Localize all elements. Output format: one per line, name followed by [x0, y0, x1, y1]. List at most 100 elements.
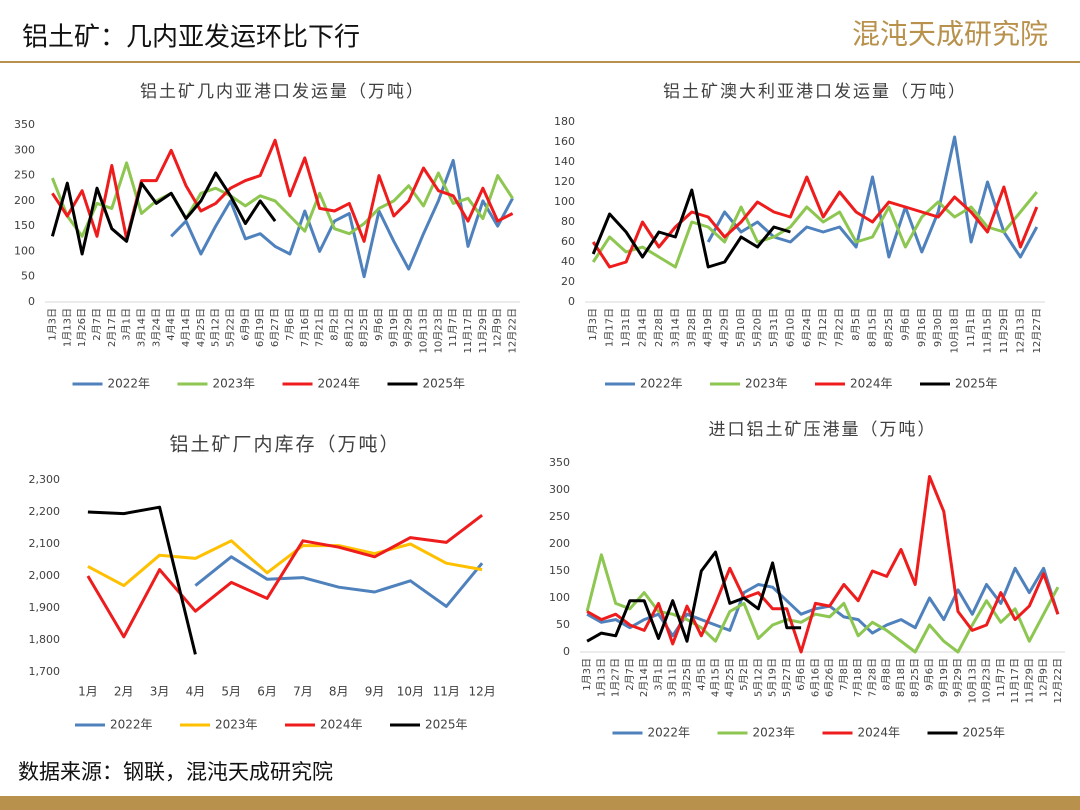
x-tick-label: 12月22日 — [507, 308, 519, 353]
x-tick-label: 11月7日 — [995, 658, 1007, 697]
x-tick-label: 2月 — [114, 685, 134, 699]
y-tick-label: 200 — [14, 194, 35, 207]
x-tick-label: 4月14日 — [180, 308, 192, 347]
x-tick-label: 7月18日 — [852, 658, 864, 697]
x-tick-label: 3月25日 — [681, 658, 693, 697]
x-tick-label: 11月17日 — [1009, 658, 1021, 703]
x-tick-label: 5月22日 — [225, 308, 237, 347]
x-tick-label: 2月28日 — [653, 308, 665, 347]
x-tick-label: 7月22日 — [834, 308, 846, 347]
x-tick-label: 8月 — [329, 685, 349, 699]
chart-title: 铝土矿澳大利亚港口发运量（万吨） — [663, 82, 967, 102]
y-tick-label: 0 — [563, 645, 570, 658]
x-tick-label: 9月29日 — [952, 658, 964, 697]
x-tick-label: 11月29日 — [477, 308, 489, 353]
x-tick-label: 6月9日 — [239, 308, 251, 341]
y-tick-label: 80 — [561, 215, 575, 228]
x-tick-label: 9月 — [365, 685, 385, 699]
x-tick-label: 9月30日 — [932, 308, 944, 347]
x-tick-label: 2月7日 — [624, 658, 636, 691]
series-line — [86, 514, 484, 639]
x-tick-label: 12月9日 — [492, 308, 504, 347]
chart-title: 进口铝土矿压港量（万吨） — [709, 420, 937, 440]
x-tick-label: 5月20日 — [752, 308, 764, 347]
y-tick-label: 200 — [549, 537, 570, 550]
series-line — [706, 135, 1039, 259]
series-line — [194, 555, 484, 608]
y-tick-label: 2,300 — [29, 473, 61, 486]
y-tick-label: 180 — [554, 115, 575, 128]
chart-title: 铝土矿几内亚港口发运量（万吨） — [140, 82, 425, 102]
x-tick-label: 1月26日 — [76, 308, 88, 347]
x-tick-label: 8月25日 — [909, 658, 921, 697]
page-title: 铝土矿：几内亚发运环比下行 — [22, 23, 360, 53]
x-tick-label: 1月 — [78, 685, 98, 699]
x-tick-label: 3月14日 — [669, 308, 681, 347]
x-tick-label: 8月12日 — [343, 308, 355, 347]
x-tick-label: 10月23日 — [432, 308, 444, 353]
legend-label: 2023年 — [745, 377, 788, 391]
legend-label: 2022年 — [108, 377, 151, 391]
x-tick-label: 3月28日 — [686, 308, 698, 347]
y-tick-label: 300 — [549, 483, 570, 496]
y-tick-label: 150 — [14, 219, 35, 232]
x-tick-label: 4月4日 — [165, 308, 177, 341]
x-tick-label: 6月19日 — [254, 308, 266, 347]
y-tick-label: 250 — [549, 510, 570, 523]
x-tick-label: 4月25日 — [724, 658, 736, 697]
legend-label: 2024年 — [320, 718, 363, 732]
y-tick-label: 2,200 — [29, 505, 61, 518]
series-line — [51, 161, 514, 238]
series-line — [586, 550, 802, 643]
y-tick-label: 120 — [554, 175, 575, 188]
x-tick-label: 1月3日 — [46, 308, 58, 341]
x-tick-label: 11月29日 — [1023, 658, 1035, 703]
x-tick-label: 10月18日 — [949, 308, 961, 353]
x-tick-label: 6月6日 — [795, 658, 807, 691]
y-tick-label: 140 — [554, 155, 575, 168]
y-tick-label: 0 — [28, 295, 35, 308]
y-tick-label: 1,800 — [29, 633, 61, 646]
x-tick-label: 3月 — [150, 685, 170, 699]
x-tick-label: 3月1日 — [652, 658, 664, 691]
x-tick-label: 12月13日 — [1014, 308, 1026, 353]
x-tick-label: 7月21日 — [314, 308, 326, 347]
x-tick-label: 7月 — [293, 685, 313, 699]
x-tick-label: 9月6日 — [373, 308, 385, 341]
legend-label: 2022年 — [640, 377, 683, 391]
x-tick-label: 1月13日 — [61, 308, 73, 347]
x-tick-label: 1月3日 — [587, 308, 599, 341]
x-tick-label: 3月11日 — [667, 658, 679, 697]
x-tick-label: 8月15日 — [867, 308, 879, 347]
y-tick-label: 100 — [554, 195, 575, 208]
x-tick-label: 11月1日 — [965, 308, 977, 347]
legend-label: 2024年 — [850, 377, 893, 391]
x-tick-label: 10月13日 — [966, 658, 978, 703]
legend-label: 2022年 — [648, 726, 691, 740]
x-tick-label: 8月25日 — [358, 308, 370, 347]
x-tick-label: 5月 — [221, 685, 241, 699]
x-tick-label: 9月6日 — [899, 308, 911, 341]
x-tick-label: 6月24日 — [801, 308, 813, 347]
x-tick-label: 1月13日 — [595, 658, 607, 697]
x-tick-label: 1月17日 — [604, 308, 616, 347]
x-tick-label: 9月29日 — [403, 308, 415, 347]
x-tick-label: 3月1日 — [121, 308, 133, 341]
x-tick-label: 7月12日 — [817, 308, 829, 347]
x-tick-label: 11月29日 — [998, 308, 1010, 353]
x-tick-label: 2月17日 — [106, 308, 118, 347]
x-tick-label: 2月7日 — [91, 308, 103, 341]
y-tick-label: 100 — [549, 591, 570, 604]
x-tick-label: 5月31日 — [768, 308, 780, 347]
x-tick-label: 4月 — [186, 685, 206, 699]
x-tick-label: 7月6日 — [284, 308, 296, 341]
x-tick-label: 6月16日 — [809, 658, 821, 697]
legend-label: 2025年 — [963, 726, 1006, 740]
series-line — [586, 475, 1060, 654]
x-tick-label: 4月25日 — [195, 308, 207, 347]
x-tick-label: 10月13日 — [418, 308, 430, 353]
x-tick-label: 8月8日 — [881, 658, 893, 691]
x-tick-label: 9月19日 — [938, 658, 950, 697]
x-tick-label: 2月14日 — [637, 308, 649, 347]
x-tick-label: 4月5日 — [695, 658, 707, 691]
